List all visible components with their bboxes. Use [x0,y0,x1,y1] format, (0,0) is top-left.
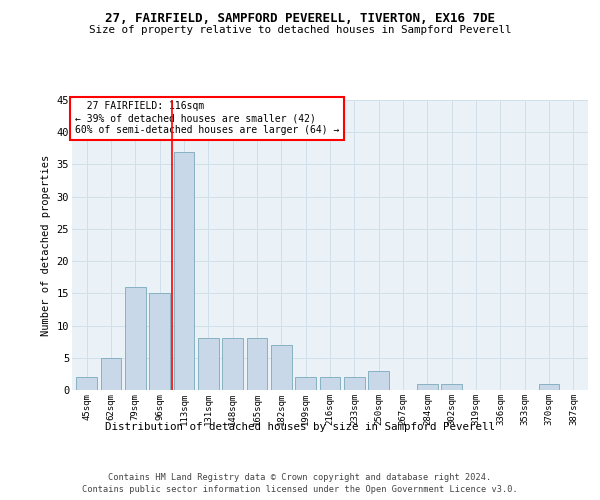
Bar [76,377,97,390]
Bar [442,384,462,390]
Text: Size of property relative to detached houses in Sampford Peverell: Size of property relative to detached ho… [89,25,511,35]
Bar [344,377,365,390]
Bar [125,287,146,390]
Bar [368,370,389,390]
Bar [222,338,243,390]
Bar [198,338,218,390]
Bar [173,152,194,390]
Text: 27, FAIRFIELD, SAMPFORD PEVERELL, TIVERTON, EX16 7DE: 27, FAIRFIELD, SAMPFORD PEVERELL, TIVERT… [105,12,495,26]
Bar [247,338,268,390]
Text: Contains HM Land Registry data © Crown copyright and database right 2024.: Contains HM Land Registry data © Crown c… [109,472,491,482]
Bar [295,377,316,390]
Bar [320,377,340,390]
Text: 27 FAIRFIELD: 116sqm
← 39% of detached houses are smaller (42)
60% of semi-detac: 27 FAIRFIELD: 116sqm ← 39% of detached h… [74,102,339,134]
Text: Distribution of detached houses by size in Sampford Peverell: Distribution of detached houses by size … [105,422,495,432]
Bar [149,294,170,390]
Bar [539,384,559,390]
Bar [271,345,292,390]
Text: Contains public sector information licensed under the Open Government Licence v3: Contains public sector information licen… [82,485,518,494]
Bar [101,358,121,390]
Bar [417,384,438,390]
Y-axis label: Number of detached properties: Number of detached properties [41,154,51,336]
